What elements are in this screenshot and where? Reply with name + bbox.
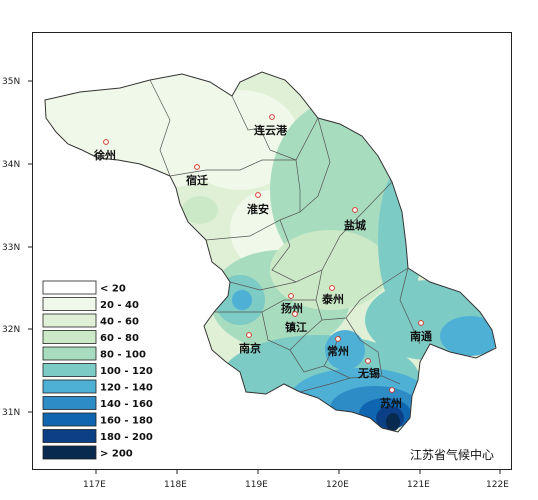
city-label: 南通: [410, 329, 432, 343]
legend-label: > 200: [100, 449, 133, 460]
y-tick-label: 34N: [2, 160, 20, 170]
legend-swatch: [42, 396, 97, 410]
legend-label: 100 - 120: [100, 366, 153, 377]
legend-label: 140 - 160: [100, 399, 153, 410]
legend-label: 60 - 80: [100, 333, 139, 344]
x-tick-label: 119E: [245, 480, 268, 490]
legend-swatch: [42, 313, 97, 328]
legend-label: 160 - 180: [100, 416, 153, 427]
city-dot: [389, 387, 395, 393]
legend-swatch: [42, 445, 97, 460]
x-tick-label: 118E: [164, 480, 187, 490]
city-dot: [194, 164, 200, 170]
city-label: 南京: [239, 341, 261, 355]
legend-label: 40 - 60: [100, 317, 139, 328]
y-tick-label: 35N: [2, 77, 20, 87]
city-label: 泰州: [321, 292, 344, 306]
city-label: 宿迁: [186, 173, 208, 187]
legend-label: 120 - 140: [100, 383, 153, 394]
city-label: 盐城: [344, 218, 366, 232]
legend-label: 180 - 200: [100, 432, 153, 443]
y-ticks: [28, 80, 32, 413]
city-label: 无锡: [357, 366, 380, 380]
city-dot: [288, 293, 294, 299]
city-dot: [335, 336, 341, 342]
legend-swatch: [42, 280, 97, 295]
city-dot: [269, 114, 275, 120]
city-label: 淮安: [247, 202, 269, 216]
city-label: 扬州: [281, 301, 303, 315]
city-boundaries: [149, 79, 421, 393]
x-tick-label: 121E: [407, 480, 430, 490]
map-frame: [32, 32, 512, 470]
legend-swatch: [42, 330, 97, 344]
legend: < 20 20 - 40 40 - 60 60 - 80 80 - 100 100 - 1…: [42, 280, 153, 460]
city-label: 常州: [327, 344, 349, 358]
x-ticks: [95, 470, 501, 474]
city-dot: [255, 192, 261, 198]
city-dot: [329, 285, 335, 291]
legend-label: 80 - 100: [100, 350, 146, 361]
legend-swatch: [42, 346, 97, 361]
city-label: 镇江: [285, 320, 307, 334]
city-dot: [103, 139, 109, 145]
legend-swatch: [42, 379, 97, 394]
y-tick-label: 31N: [2, 408, 20, 418]
legend-swatch: [42, 412, 97, 427]
city-dot: [292, 311, 298, 317]
legend-label: < 20: [100, 284, 126, 295]
city-label: 连云港: [254, 123, 288, 137]
city-dot: [365, 358, 371, 364]
city-dot: [352, 207, 358, 213]
city-dot: [418, 320, 424, 326]
legend-swatch: [42, 363, 97, 377]
x-tick-label: 117E: [83, 480, 106, 490]
x-tick-label: 122E: [486, 480, 509, 490]
x-tick-label: 120E: [326, 480, 349, 490]
legend-swatch: [42, 297, 97, 311]
legend-swatch: [42, 429, 97, 443]
legend-label: 20 - 40: [100, 300, 139, 311]
city-dot: [246, 332, 252, 338]
city-label: 苏州: [380, 396, 402, 410]
credit-label: 江苏省气候中心: [410, 448, 495, 462]
y-tick-label: 32N: [2, 325, 20, 335]
y-tick-label: 33N: [2, 243, 20, 253]
city-label: 徐州: [93, 148, 116, 162]
